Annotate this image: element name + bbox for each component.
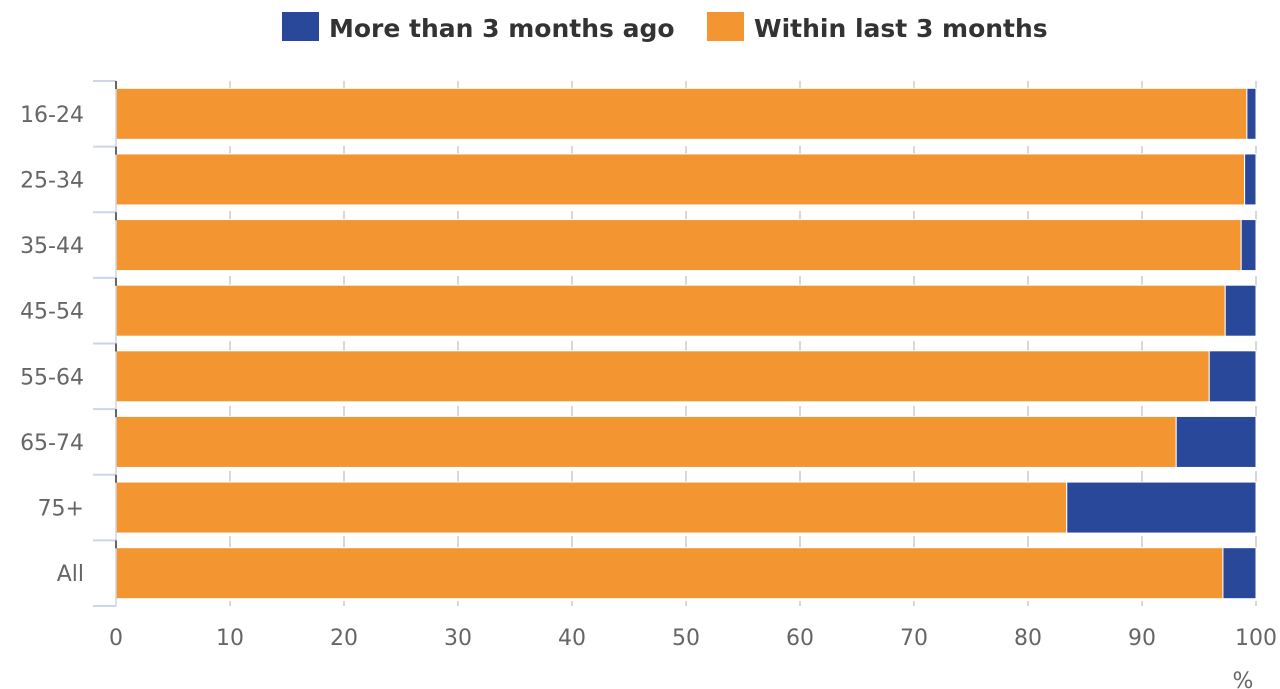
bar-55-64-more-than-3-months bbox=[1208, 350, 1257, 403]
bar-35-44-more-than-3-months bbox=[1240, 219, 1257, 272]
bar-25-34-within-3-months bbox=[115, 153, 1246, 206]
legend-swatch-more-than-3-months bbox=[282, 12, 319, 41]
y-tick-label-65-74: 65-74 bbox=[20, 431, 84, 456]
y-tick-label-16-24: 16-24 bbox=[20, 103, 84, 128]
x-tick-label-50: 50 bbox=[672, 626, 700, 651]
x-tick-label-60: 60 bbox=[786, 626, 814, 651]
axes bbox=[93, 80, 117, 607]
bar-16-24-more-than-3-months bbox=[1246, 87, 1257, 140]
x-tick-label-10: 10 bbox=[216, 626, 244, 651]
bar-45-54-more-than-3-months bbox=[1224, 284, 1257, 337]
x-tick-label-20: 20 bbox=[330, 626, 358, 651]
x-tick-label-70: 70 bbox=[900, 626, 928, 651]
x-tick-label-0: 0 bbox=[109, 626, 123, 651]
bar-All-within-3-months bbox=[115, 547, 1224, 600]
gridlines bbox=[229, 81, 1257, 606]
x-tick-label-30: 30 bbox=[444, 626, 472, 651]
legend-label-within-last-3-months: Within last 3 months bbox=[754, 14, 1048, 43]
bar-35-44-within-3-months bbox=[115, 219, 1242, 272]
x-tick-label-90: 90 bbox=[1128, 626, 1156, 651]
x-axis-unit-label: % bbox=[1233, 669, 1254, 689]
y-tick-label-55-64: 55-64 bbox=[20, 365, 84, 390]
legend: More than 3 months ago Within last 3 mon… bbox=[282, 12, 1048, 43]
legend-label-more-than-3-months: More than 3 months ago bbox=[329, 14, 675, 43]
bar-65-74-more-than-3-months bbox=[1175, 415, 1257, 468]
bar-65-74-within-3-months bbox=[115, 415, 1177, 468]
y-tick-label-25-34: 25-34 bbox=[20, 168, 84, 193]
y-tick-label-45-54: 45-54 bbox=[20, 300, 84, 325]
bar-75+-within-3-months bbox=[115, 481, 1068, 534]
bars bbox=[115, 87, 1257, 600]
y-tick-label-35-44: 35-44 bbox=[20, 234, 84, 259]
tick-labels: 0 10 20 30 40 50 60 70 80 90 100 16-24 25-34 35-44 45-… bbox=[20, 103, 1277, 651]
bar-75+-more-than-3-months bbox=[1066, 481, 1257, 534]
bar-All-more-than-3-months bbox=[1222, 547, 1257, 600]
bar-55-64-within-3-months bbox=[115, 350, 1210, 403]
bar-45-54-within-3-months bbox=[115, 284, 1226, 337]
y-tick-label-75+: 75+ bbox=[38, 497, 84, 522]
x-tick-label-100: 100 bbox=[1235, 626, 1277, 651]
bar-25-34-more-than-3-months bbox=[1244, 153, 1257, 206]
y-tick-label-All: All bbox=[57, 562, 84, 587]
legend-swatch-within-last-3-months bbox=[707, 12, 744, 41]
x-tick-label-40: 40 bbox=[558, 626, 586, 651]
x-tick-label-80: 80 bbox=[1014, 626, 1042, 651]
bar-16-24-within-3-months bbox=[115, 87, 1248, 140]
